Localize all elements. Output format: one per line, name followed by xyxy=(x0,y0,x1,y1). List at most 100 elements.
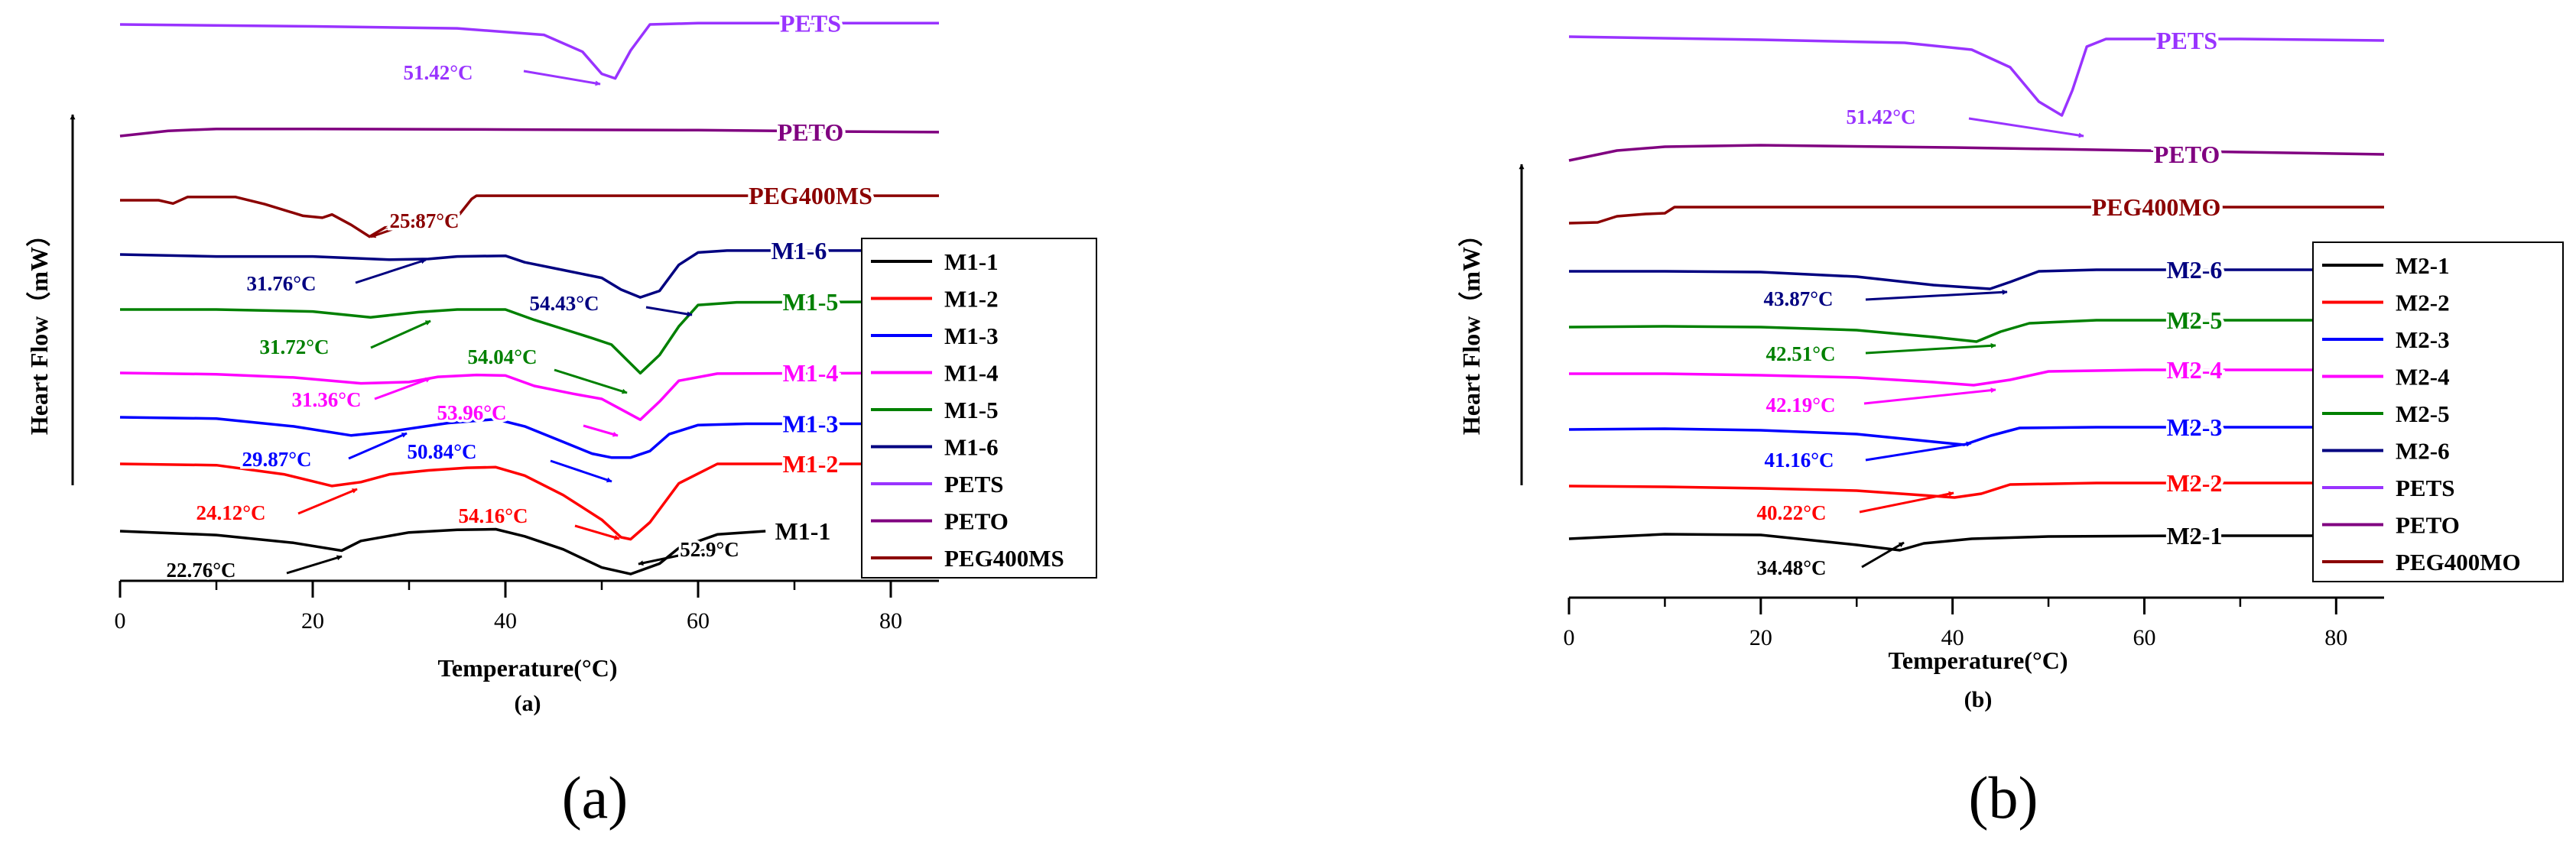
series-line-m2-5 xyxy=(1568,319,2384,343)
x-tick-label: 80 xyxy=(879,608,902,634)
annotation-arrow xyxy=(1968,117,2084,138)
annotation-label: 34.48°C xyxy=(1756,556,1826,579)
series-line-peg400mo xyxy=(1568,206,2384,225)
annotation-arrow xyxy=(574,524,620,540)
legend: M2-1 M2-2 M2-3 M2-4 M2-5 M2-6 PETS PETO PEG400MO xyxy=(2312,241,2564,582)
annotation-arrow xyxy=(550,459,612,483)
legend-entry-peto: PETO xyxy=(944,508,1009,535)
legend-entry-pets: PETS xyxy=(944,471,1004,498)
annotation-label: 22.76°C xyxy=(166,559,236,582)
annotation-label: 54.16°C xyxy=(458,504,528,527)
series-end-label-peto: PETO xyxy=(2154,141,2220,168)
series-end-label-m2-5: M2-5 xyxy=(2167,306,2223,334)
series-line-m2-6 xyxy=(1569,268,2384,290)
legend-entry-peg400ms: PEG400MS xyxy=(944,545,1064,572)
x-tick-label: 60 xyxy=(2133,625,2155,650)
annotation-arrow xyxy=(1865,342,1996,355)
legend-entry-pets: PETS xyxy=(2396,475,2455,501)
annotation-arrow xyxy=(1863,387,1996,405)
series-end-label-peto: PETO xyxy=(778,118,844,146)
chart-panel-a: 0 20 40 60 80 Temperature(°C) Heart Flow（mW） (a… xyxy=(25,6,1097,716)
series-line-m1-6 xyxy=(119,249,939,299)
y-axis-label: Heart Flow（mW） xyxy=(25,222,53,435)
series-line-m1-2 xyxy=(119,462,939,541)
series-line-pets xyxy=(1568,35,2385,117)
x-tick-label: 80 xyxy=(2324,625,2347,650)
legend: M1-1 M1-2 M1-3 M1-4 M1-5 M1-6 PETS PETO PEG400MS xyxy=(861,238,1097,579)
series-line-m2-4 xyxy=(1569,368,2384,387)
x-axis-label: Temperature(°C) xyxy=(438,654,618,682)
series-end-label-m2-6: M2-6 xyxy=(2167,256,2223,284)
annotation-arrow xyxy=(554,368,628,394)
annotation-arrow xyxy=(583,424,619,437)
annotation-label: 54.43°C xyxy=(529,292,599,315)
annotation-label: 50.84°C xyxy=(407,440,476,463)
series-end-label-m1-6: M1-6 xyxy=(772,237,827,264)
series-end-label-m2-2: M2-2 xyxy=(2167,469,2223,497)
annotation-label: 51.42°C xyxy=(1846,105,1915,128)
series-end-label-m1-5: M1-5 xyxy=(783,288,839,316)
annotation-label: 29.87°C xyxy=(242,448,311,471)
series-line-m1-3 xyxy=(119,416,939,459)
x-tick-label: 20 xyxy=(301,608,324,634)
legend-entry-m2-6: M2-6 xyxy=(2396,438,2450,465)
legend-entry-m2-1: M2-1 xyxy=(2396,252,2450,279)
legend-entry-m2-2: M2-2 xyxy=(2396,290,2450,316)
series-line-m2-2 xyxy=(1568,481,2384,499)
x-tick-label: 0 xyxy=(115,608,126,634)
chart-panel-b: 0 20 40 60 80 Temperature(°C) Heart Flow（mW） (b… xyxy=(1457,24,2564,712)
legend-entry-m1-2: M1-2 xyxy=(944,286,999,313)
annotation-arrow xyxy=(645,306,693,317)
series-line-m1-4 xyxy=(119,371,940,421)
y-axis-label: Heart Flow（mW） xyxy=(1457,222,1485,435)
annotation-label: 31.72°C xyxy=(259,335,329,358)
series-end-label-pets: PETS xyxy=(2156,27,2217,54)
x-tick-label: 20 xyxy=(1749,625,1772,650)
annotation-label: 41.16°C xyxy=(1764,449,1834,472)
annotation-label: 31.36°C xyxy=(291,388,361,411)
legend-entry-m1-4: M1-4 xyxy=(944,360,999,387)
annotation-arrow xyxy=(297,488,358,515)
series-end-label-m1-3: M1-3 xyxy=(783,410,839,438)
series-line-peto xyxy=(1568,144,2385,162)
legend-entry-m2-3: M2-3 xyxy=(2396,326,2450,353)
figure-caption-b: (b) xyxy=(1969,764,2038,831)
annotation-label: 43.87°C xyxy=(1763,287,1833,310)
legend-entry-m1-3: M1-3 xyxy=(944,323,999,349)
series-line-m2-1 xyxy=(1568,533,2384,552)
panel-label: (b) xyxy=(1964,687,1993,712)
annotation-arrow xyxy=(348,432,408,460)
series-end-label-m1-4: M1-4 xyxy=(783,359,839,387)
series-line-pets xyxy=(119,21,939,80)
annotation-label: 51.42°C xyxy=(403,61,473,84)
annotation-arrow xyxy=(1865,289,2008,301)
series-end-label-m2-4: M2-4 xyxy=(2167,356,2223,384)
annotation-arrow xyxy=(374,377,431,400)
series-end-label-m2-1: M2-1 xyxy=(2167,522,2223,549)
series-end-label-pets: PETS xyxy=(780,9,841,37)
panel-label: (a) xyxy=(515,691,541,716)
annotation-arrow xyxy=(1859,491,1954,514)
annotation-arrow xyxy=(638,547,712,566)
series-end-label-m1-2: M1-2 xyxy=(783,450,839,478)
x-tick-label: 40 xyxy=(1941,625,1964,650)
series-line-m1-1 xyxy=(119,527,766,575)
annotation-arrow xyxy=(1865,441,1972,462)
annotation-label: 31.76°C xyxy=(246,272,316,295)
annotation-label: 40.22°C xyxy=(1756,501,1826,524)
series-line-m1-5 xyxy=(120,300,940,375)
legend-entry-m1-1: M1-1 xyxy=(944,248,999,275)
series-end-label-m1-1: M1-1 xyxy=(775,517,831,545)
annotation-arrow xyxy=(370,219,420,238)
annotation-arrow xyxy=(1861,541,1905,569)
x-tick-label: 0 xyxy=(1564,625,1575,650)
annotation-label: 25.87°C xyxy=(389,209,459,232)
legend-entry-m1-5: M1-5 xyxy=(944,397,999,423)
series-end-label-m2-3: M2-3 xyxy=(2167,413,2223,441)
series-end-label-peg400ms: PEG400MS xyxy=(749,182,872,209)
annotation-arrow xyxy=(286,555,343,575)
annotation-label: 54.04°C xyxy=(467,345,537,368)
annotation-label: 53.96°C xyxy=(437,401,506,424)
annotation-label: 52.9°C xyxy=(680,538,739,561)
annotation-label: 42.19°C xyxy=(1766,394,1835,417)
